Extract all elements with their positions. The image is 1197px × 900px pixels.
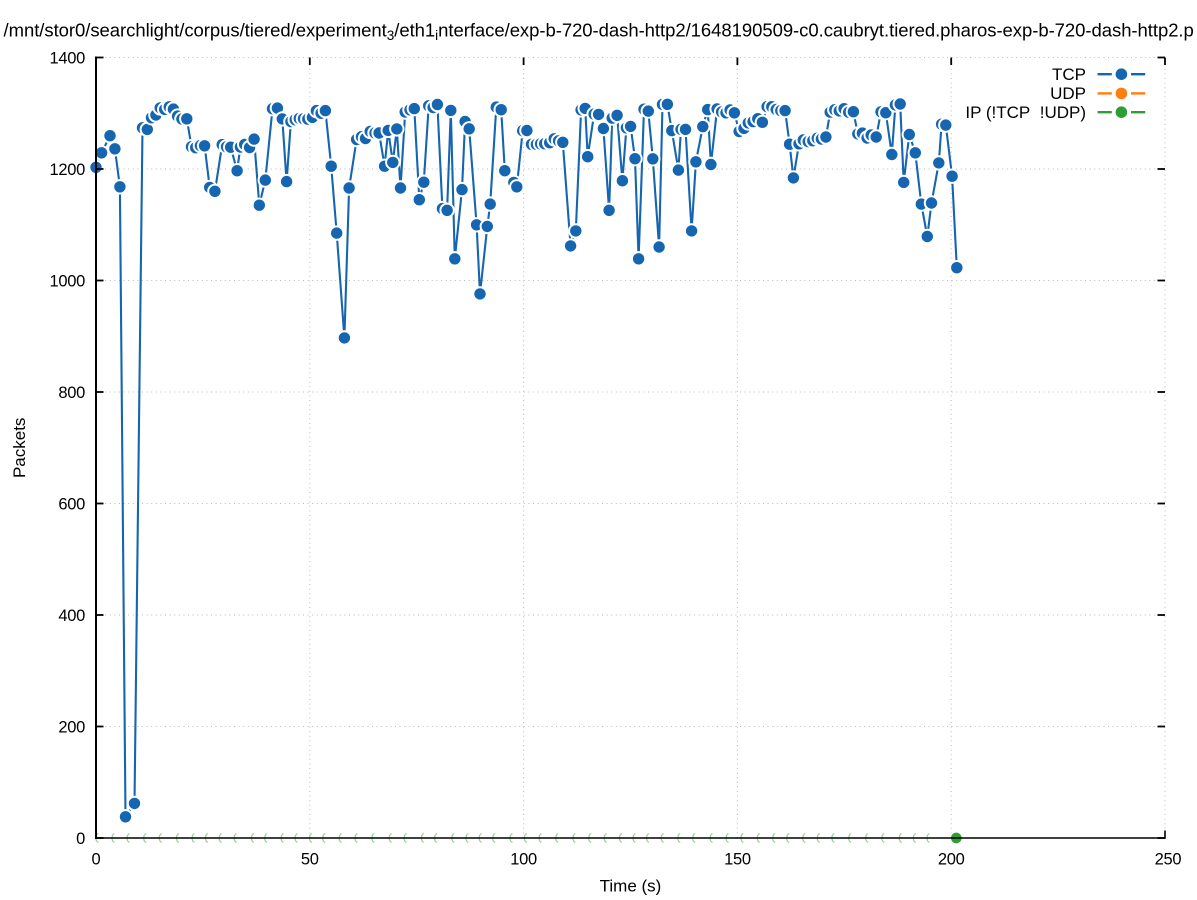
svg-text:0: 0	[92, 851, 101, 869]
svg-text:400: 400	[58, 607, 85, 625]
svg-text:150: 150	[724, 851, 751, 869]
svg-text:50: 50	[301, 851, 319, 869]
svg-text:600: 600	[58, 495, 85, 513]
svg-text:1400: 1400	[49, 49, 85, 67]
svg-text:800: 800	[58, 384, 85, 402]
svg-text:1000: 1000	[49, 272, 85, 290]
svg-text:100: 100	[510, 851, 537, 869]
svg-text:0: 0	[76, 830, 85, 848]
svg-text:IP (!TCP !UDP): IP (!TCP !UDP)	[965, 103, 1086, 122]
svg-text:/mnt/stor0/searchlight/corpus/: /mnt/stor0/searchlight/corpus/tiered/exp…	[4, 19, 1194, 43]
svg-text:200: 200	[58, 718, 85, 736]
svg-text:1200: 1200	[49, 161, 85, 179]
svg-text:200: 200	[938, 851, 965, 869]
svg-text:250: 250	[1155, 851, 1182, 869]
svg-text:Packets: Packets	[10, 418, 29, 478]
svg-text:TCP: TCP	[1052, 65, 1086, 84]
svg-text:UDP: UDP	[1050, 84, 1086, 103]
svg-text:Time (s): Time (s)	[600, 877, 662, 896]
